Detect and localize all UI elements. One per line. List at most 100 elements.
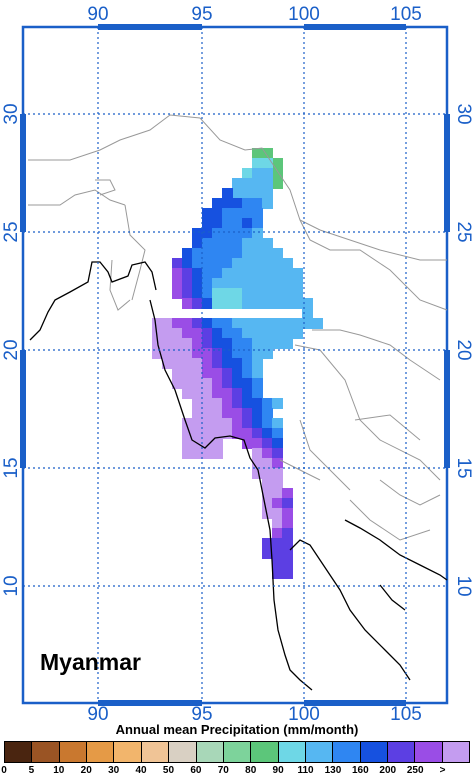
precip-cell xyxy=(252,438,263,449)
precip-cell xyxy=(202,318,213,329)
precip-cell xyxy=(232,248,243,259)
precip-cell xyxy=(272,518,283,529)
precip-cell xyxy=(192,368,203,379)
precip-cell xyxy=(162,338,173,349)
precip-cell xyxy=(222,198,233,209)
lat-tick-left: 30 xyxy=(1,103,22,124)
precip-cell xyxy=(182,448,193,459)
precip-cell xyxy=(262,448,273,459)
precip-cell xyxy=(222,328,233,339)
precip-cell xyxy=(262,468,273,479)
precip-cell xyxy=(292,268,303,279)
precip-cell xyxy=(202,408,213,419)
precip-cell xyxy=(252,208,263,219)
precip-cell xyxy=(222,428,233,439)
precip-cell xyxy=(252,198,263,209)
legend-label: 80 xyxy=(245,765,257,776)
precip-cell xyxy=(262,278,273,289)
precip-cell xyxy=(242,418,253,429)
precip-cell xyxy=(252,468,263,479)
precip-cell xyxy=(282,498,293,509)
precip-cell xyxy=(272,158,283,169)
precip-cell xyxy=(262,188,273,199)
precip-cell xyxy=(262,288,273,299)
legend-label: 250 xyxy=(406,765,424,776)
precip-cell xyxy=(182,388,193,399)
precip-cell xyxy=(182,338,193,349)
legend-swatch xyxy=(32,742,60,762)
precip-cell xyxy=(262,438,273,449)
precip-cell xyxy=(262,348,273,359)
precip-cell xyxy=(292,328,303,339)
precip-cell xyxy=(262,418,273,429)
precip-cell xyxy=(232,218,243,229)
precip-cell xyxy=(282,268,293,279)
precip-cell xyxy=(222,188,233,199)
legend-label: 0 xyxy=(1,765,7,776)
lat-tick-right: 25 xyxy=(453,221,474,242)
precip-cell xyxy=(192,378,203,389)
precip-cell xyxy=(182,378,193,389)
precip-cell xyxy=(222,288,233,299)
precip-cell xyxy=(222,418,233,429)
precip-cell xyxy=(212,408,223,419)
precip-cell xyxy=(232,388,243,399)
legend-title: Annual mean Precipitation (mm/month) xyxy=(115,722,359,737)
precip-cell xyxy=(202,328,213,339)
precip-cell xyxy=(252,178,263,189)
precip-cell xyxy=(292,288,303,299)
precip-cell xyxy=(282,338,293,349)
precip-cell xyxy=(192,288,203,299)
precip-cell xyxy=(222,318,233,329)
precipitation-cells xyxy=(152,148,323,579)
precip-cell xyxy=(272,338,283,349)
legend-label: 5 xyxy=(28,765,35,776)
legend-swatch xyxy=(141,742,170,762)
legend-swatch xyxy=(278,742,306,762)
precip-cell xyxy=(252,158,263,169)
precip-cell xyxy=(182,318,193,329)
precip-cell xyxy=(262,338,273,349)
legend-label: 110 xyxy=(297,765,314,776)
precip-cell xyxy=(232,408,243,419)
precip-cell xyxy=(182,248,193,259)
legend-label: 30 xyxy=(108,765,120,776)
precip-cell xyxy=(272,548,283,559)
lat-tick-left: 15 xyxy=(1,457,22,478)
legend-label: 20 xyxy=(80,765,92,776)
precip-cell xyxy=(232,188,243,199)
precip-cell xyxy=(212,368,223,379)
precip-cell xyxy=(282,538,293,549)
precip-cell xyxy=(192,318,203,329)
precip-cell xyxy=(222,348,233,359)
precip-cell xyxy=(222,248,233,259)
precip-cell xyxy=(262,478,273,489)
precip-cell xyxy=(162,318,173,329)
precip-cell xyxy=(212,208,223,219)
precip-cell xyxy=(222,298,233,309)
precip-cell xyxy=(232,278,243,289)
frame-tick-bar xyxy=(20,350,26,468)
lon-tick-bottom: 100 xyxy=(288,704,320,720)
precip-cell xyxy=(182,258,193,269)
precip-cell xyxy=(222,268,233,279)
precip-cell xyxy=(222,408,233,419)
precip-cell xyxy=(282,288,293,299)
precip-cell xyxy=(242,228,253,239)
lon-tick-bottom: 90 xyxy=(87,704,108,720)
precip-cell xyxy=(252,248,263,259)
precip-cell xyxy=(232,418,243,429)
precip-cell xyxy=(222,238,233,249)
lat-tick-left: 20 xyxy=(1,339,22,360)
precip-cell xyxy=(202,388,213,399)
precip-cell xyxy=(262,268,273,279)
precip-cell xyxy=(232,348,243,359)
precip-cell xyxy=(202,368,213,379)
precip-cell xyxy=(182,268,193,279)
lat-tick-left: 25 xyxy=(1,221,22,242)
precip-cell xyxy=(212,418,223,429)
precip-cell xyxy=(192,348,203,359)
precip-cell xyxy=(182,438,193,449)
precip-cell xyxy=(182,348,193,359)
precip-cell xyxy=(262,168,273,179)
